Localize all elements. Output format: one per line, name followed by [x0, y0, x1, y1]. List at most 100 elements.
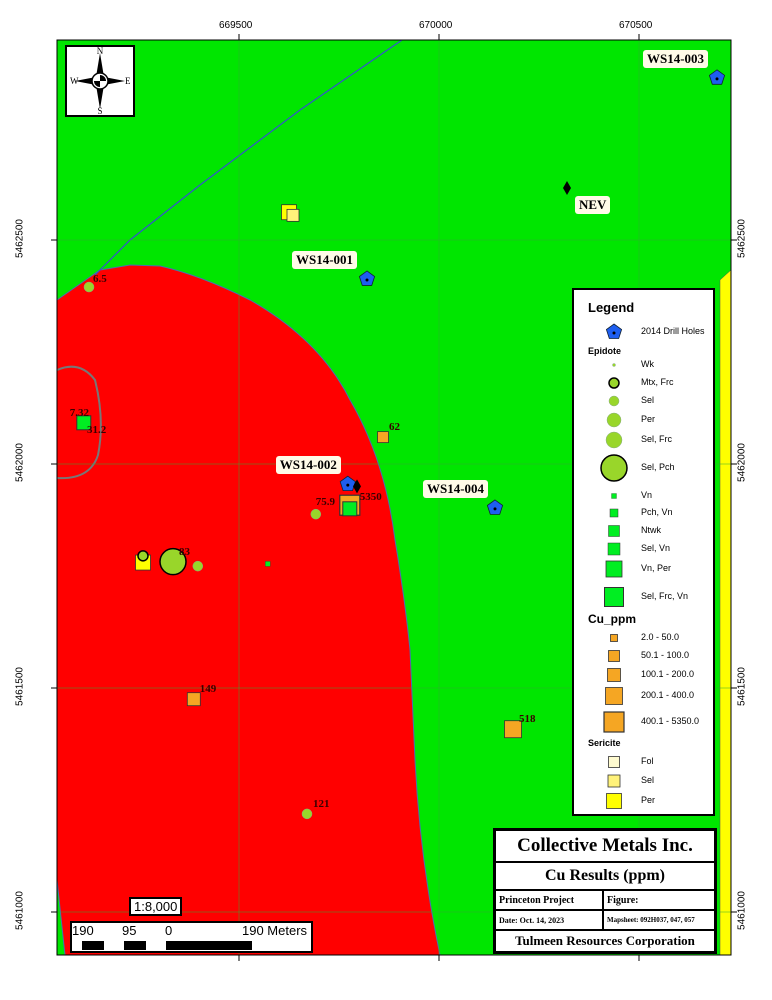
drill-hole-icon-dot — [346, 483, 350, 487]
y-tick-label: 5462000 — [14, 443, 26, 482]
legend-symbol-icon — [607, 542, 621, 556]
client-name: Tulmeen Resources Corporation — [495, 930, 715, 952]
legend-symbol-icon — [607, 774, 621, 788]
legend-symbol-icon — [605, 323, 623, 339]
epidote-sel-icon — [608, 395, 620, 407]
scale-label: 0 — [165, 923, 173, 938]
vein-vp-icon — [605, 560, 623, 578]
legend-symbol-icon — [604, 587, 624, 607]
sample-cu-l-icon — [504, 720, 522, 739]
sample-vein-icon — [76, 415, 92, 431]
legend-symbol-icon — [608, 377, 620, 389]
sample-value-label: 62 — [389, 421, 400, 434]
epidote-pch-icon — [600, 454, 628, 482]
y-tick-label: 5462500 — [14, 219, 26, 258]
company-name: Collective Metals Inc. — [495, 830, 715, 862]
legend-item: 2.0 - 50.0 — [574, 628, 714, 648]
sample-value-label: 149 — [199, 683, 217, 696]
legend-item: Pch, Vn — [574, 503, 714, 523]
diamond-marker-icon — [353, 479, 361, 494]
hole-icon-dot — [612, 331, 616, 335]
cu-s-icon — [608, 650, 620, 662]
compass-n: N — [97, 47, 104, 56]
epidote-mtx-icon — [608, 377, 620, 389]
drill-hole-icon — [486, 499, 504, 515]
x-tick-label: 670500 — [619, 20, 653, 31]
cu-xs-icon — [610, 634, 618, 642]
compass-s: S — [97, 106, 102, 115]
vein-n-icon — [608, 525, 620, 537]
legend-item: Sel — [574, 391, 714, 411]
legend-label: 2014 Drill Holes — [641, 326, 705, 336]
legend-item: Wk — [574, 355, 714, 375]
sample-vein-icon — [342, 501, 358, 517]
epidote-frc-icon — [605, 431, 623, 449]
compass-w: W — [70, 76, 79, 86]
cu-l-icon — [605, 687, 623, 705]
legend-label: Wk — [641, 359, 654, 369]
legend-symbol-icon — [608, 395, 620, 407]
legend-label: Pch, Vn — [641, 507, 673, 517]
sample-epidote-pch-icon — [159, 547, 187, 576]
legend-symbol-icon — [606, 412, 622, 428]
legend-label: Mtx, Frc — [641, 377, 674, 387]
sample-cu-m-icon — [186, 692, 201, 707]
y-tick-label: 5461000 — [736, 891, 748, 930]
legend-epidote-heading: Epidote — [588, 346, 621, 356]
sample-value-label: 83 — [179, 545, 190, 558]
legend-symbol-icon — [609, 508, 619, 518]
compass-e: E — [125, 76, 131, 86]
vein-s-icon — [611, 493, 617, 499]
legend-label: Sel — [641, 775, 655, 785]
legend-item: Sel, Pch — [574, 454, 714, 482]
legend-item: Per — [574, 410, 714, 430]
diamond-marker-icon — [563, 181, 571, 196]
sample-epidote-mtx-icon — [137, 550, 149, 562]
legend-symbol-icon — [610, 634, 618, 642]
legend-label: 400.1 - 5350.0 — [641, 716, 700, 726]
y-tick-label: 5461500 — [14, 667, 26, 706]
legend-item: Vn — [574, 486, 714, 506]
legend-item: Sel, Vn — [574, 539, 714, 559]
sericite-fol-icon — [608, 756, 620, 768]
legend-label: Sel, Pch — [641, 462, 675, 472]
legend-item: Sel — [574, 771, 714, 791]
y-tick-label: 5461000 — [14, 891, 26, 930]
legend: Legend 2014 Drill Holes Epidote Wk Mtx, Frc… — [572, 288, 715, 816]
sample-vein-s-icon — [265, 561, 271, 567]
scale-ratio: 1:8,000 — [129, 897, 183, 916]
red-unit — [56, 264, 441, 956]
sample-value-label: 31.2 — [87, 423, 107, 436]
legend-symbol-icon — [608, 756, 620, 768]
stream-line — [94, 39, 403, 276]
gray-outline — [56, 365, 102, 480]
epidote-per-icon — [606, 412, 622, 428]
sample-epidote-sel-icon — [192, 560, 204, 572]
legend-sericite-heading: Sericite — [588, 738, 621, 748]
sample-value-label: 75.9 — [315, 496, 336, 509]
legend-symbol-icon — [608, 650, 620, 662]
sample-epidote-sel-icon — [301, 808, 313, 820]
sample-sericite-sel-icon — [286, 208, 300, 222]
mapsheet: Mapsheet: 092H037, 047, 057 — [603, 910, 715, 930]
map-title: Cu Results (ppm) — [495, 862, 715, 890]
legend-label: Vn — [641, 490, 653, 500]
legend-symbol-icon — [605, 687, 623, 705]
legend-item: 200.1 - 400.0 — [574, 686, 714, 706]
epidote-wk-icon — [612, 363, 616, 367]
scale-label: 95 — [122, 923, 137, 938]
legend-symbol-icon — [607, 668, 621, 682]
vein-sv-icon — [607, 542, 621, 556]
drill-hole-label: WS14-003 — [643, 49, 709, 68]
legend-item: 2014 Drill Holes — [574, 322, 714, 342]
legend-item: Mtx, Frc — [574, 373, 714, 393]
legend-symbol-icon — [605, 431, 623, 449]
x-tick-label: 669500 — [219, 20, 253, 31]
drill-hole-label: WS14-001 — [292, 250, 358, 269]
drill-hole-label: WS14-004 — [423, 479, 489, 498]
legend-label: Fol — [641, 756, 654, 766]
legend-label: 2.0 - 50.0 — [641, 632, 680, 642]
legend-label: Sel, Frc, Vn — [641, 591, 689, 601]
compass-rose-icon: N S W E — [70, 46, 131, 116]
legend-label: 50.1 - 100.0 — [641, 650, 690, 660]
